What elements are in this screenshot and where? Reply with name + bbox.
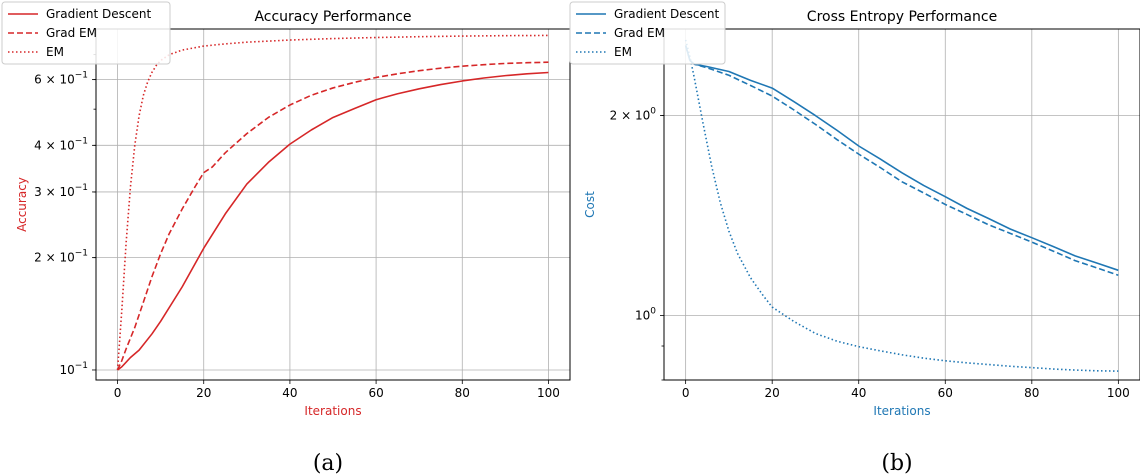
x-tick-label-0: 0 — [114, 386, 122, 400]
legend-frame — [569, 1, 726, 65]
y-tick-label-0: 10−1 — [59, 360, 88, 376]
x-axis-label: Iterations — [304, 404, 361, 418]
y-tick-label-4: 6 × 10−1 — [34, 70, 88, 86]
x-tick-label-3: 60 — [368, 386, 383, 400]
y-tick-label-1: 2 × 10−1 — [34, 248, 88, 264]
legend-label-0: Gradient Descent — [614, 7, 720, 21]
legend-label-1: Grad EM — [46, 26, 97, 40]
x-tick-label-5: 100 — [1107, 386, 1130, 400]
grid — [96, 29, 570, 380]
legend: Gradient Descent Grad EM EM — [569, 1, 726, 65]
x-tick-label-4: 80 — [1024, 386, 1039, 400]
series-line-grad-em — [684, 45, 1119, 277]
x-tick-label-0: 0 — [682, 386, 690, 400]
series-line-grad-em — [116, 61, 549, 371]
legend-label-2: EM — [46, 45, 64, 59]
x-tick-label-5: 100 — [537, 386, 560, 400]
y-tick-label-1: 2 × 100 — [610, 106, 657, 122]
chart-panel-2: 0 20 40 60 80 100 100 2 × 100 Cross Entropy Perf… — [569, 1, 1140, 475]
series-line-gradient-descent — [117, 71, 549, 371]
series-line-em — [116, 34, 549, 371]
x-tick-label-2: 40 — [851, 386, 866, 400]
figure-caption: (b) — [881, 451, 912, 475]
legend-label-0: Gradient Descent — [46, 7, 152, 21]
x-tick-label-2: 40 — [282, 386, 297, 400]
legend-label-2: EM — [614, 45, 632, 59]
x-tick-label-3: 60 — [938, 386, 953, 400]
plot-frame — [663, 28, 1140, 381]
chart-title: Accuracy Performance — [254, 9, 411, 25]
series-line-em — [684, 39, 1119, 372]
grid — [664, 29, 1140, 380]
legend-label-1: Grad EM — [614, 26, 665, 40]
y-axis-label: Accuracy — [15, 177, 29, 232]
series-line-gradient-descent — [684, 45, 1119, 272]
plot-frame — [95, 28, 571, 381]
x-tick-label-1: 20 — [765, 386, 780, 400]
y-axis-label: Cost — [583, 191, 597, 218]
y-tick-label-0: 100 — [635, 306, 656, 322]
y-tick-label-2: 3 × 10−1 — [34, 182, 88, 198]
legend-frame — [1, 1, 171, 65]
legend: Gradient Descent Grad EM EM — [1, 1, 171, 65]
x-tick-label-1: 20 — [196, 386, 211, 400]
figure-caption: (a) — [313, 451, 343, 475]
x-axis-label: Iterations — [873, 404, 930, 418]
x-tick-label-4: 80 — [455, 386, 470, 400]
y-tick-label-3: 4 × 10−1 — [34, 136, 88, 152]
chart-panel-1: 0 20 40 60 80 100 10−1 2 × 10−1 3 × 10−1 4 × 10−1… — [1, 1, 571, 475]
chart-title: Cross Entropy Performance — [807, 9, 997, 25]
